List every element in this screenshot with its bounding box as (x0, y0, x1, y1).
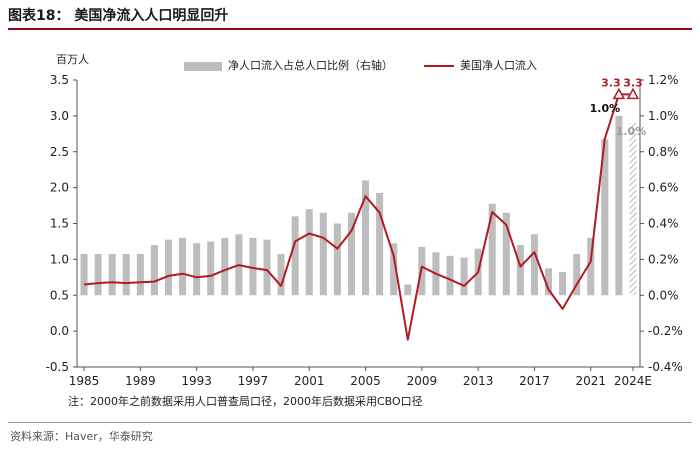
left-tick-label: 0.5 (50, 288, 69, 302)
bar (94, 253, 102, 296)
peak-value-label: 3.3 (601, 76, 621, 89)
chart-note: 注：2000年之前数据采用人口普查局口径，2000年后数据采用CBO口径 (68, 395, 423, 408)
bar (150, 245, 158, 296)
right-tick-label: -0.2% (648, 324, 683, 338)
x-tick-label: 2009 (407, 374, 438, 388)
bar (305, 209, 313, 296)
share-value-label: 1.0% (590, 102, 621, 115)
x-tick-label: 1997 (238, 374, 269, 388)
left-tick-label: 1.5 (50, 217, 69, 231)
bar (446, 255, 454, 296)
right-tick-label: 1.2% (648, 73, 679, 87)
x-tick-label: 2021 (575, 374, 606, 388)
bar (559, 271, 567, 296)
legend-line-swatch (424, 65, 454, 67)
x-tick-label: 2024E (614, 374, 652, 388)
legend-bar-swatch (184, 61, 222, 71)
bar (502, 212, 510, 296)
bar (629, 123, 637, 296)
bar (164, 239, 173, 296)
x-tick-label: 2013 (463, 374, 494, 388)
peak-triangle-marker (626, 87, 640, 100)
x-tick-label: 1985 (69, 374, 100, 388)
bar (179, 237, 187, 296)
annotations: 3.3 3.31.0%1.0% (590, 76, 647, 138)
bar (460, 257, 468, 296)
legend-bar-label: 净人口流入占总人口比例（右轴） (228, 59, 393, 72)
bar (601, 139, 609, 296)
right-tick-label: 0.4% (648, 217, 679, 231)
x-tick-label: 1993 (181, 374, 212, 388)
bar (277, 253, 285, 296)
right-tick-label: 0.6% (648, 181, 679, 195)
net-immigration-line (83, 93, 633, 341)
left-tick-label: 1.0 (50, 252, 69, 266)
bar (291, 216, 299, 296)
x-tick-label: 2017 (519, 374, 550, 388)
chart-title: 图表18： 美国净流入人口明显回升 (8, 8, 229, 24)
left-tick-label: 2.5 (50, 145, 69, 159)
x-tick-label: 2001 (294, 374, 325, 388)
bar (319, 212, 327, 296)
bar (615, 115, 623, 296)
legend-bar: 净人口流入占总人口比例（右轴） (184, 57, 393, 73)
right-tick-label: 0.2% (648, 252, 679, 266)
right-tick-label: 1.0% (648, 109, 679, 123)
bar (249, 237, 257, 296)
peak-triangle-marker (612, 87, 626, 100)
left-tick-label: 3.5 (50, 73, 69, 87)
right-tick-label: 0.0% (648, 288, 679, 302)
legend-line: 美国净人口流入 (424, 57, 537, 73)
title-divider (8, 28, 692, 30)
bar (376, 193, 384, 296)
bar (263, 239, 271, 296)
bar (573, 253, 581, 296)
share-value-label: 1.0% (616, 125, 647, 138)
source-text: 资料来源：Haver，华泰研究 (10, 430, 153, 443)
bar (80, 253, 88, 296)
bar (347, 212, 355, 296)
bar (390, 243, 398, 296)
bar (544, 268, 553, 296)
footer-divider (8, 422, 692, 423)
left-tick-label: 0.0 (50, 324, 69, 338)
bar (530, 234, 538, 296)
bar (207, 241, 215, 296)
x-tick-label: 2005 (350, 374, 381, 388)
bar (488, 203, 496, 296)
bar-series (80, 115, 637, 296)
right-tick-label: 0.8% (648, 145, 679, 159)
left-tick-label: 2.0 (50, 181, 69, 195)
peak-value-label: 3.3 (623, 76, 643, 89)
left-axis-unit: 百万人 (56, 53, 89, 66)
bar (404, 284, 412, 296)
bar (122, 253, 130, 296)
x-tick-label: 1989 (125, 374, 156, 388)
bar (587, 237, 595, 296)
bar (193, 243, 201, 296)
axes: 3.53.02.52.01.51.00.50.0-0.51.2%1.0%0.8%… (46, 73, 683, 388)
left-tick-label: 3.0 (50, 109, 69, 123)
bar (221, 237, 229, 296)
right-tick-label: -0.4% (648, 360, 683, 374)
bar (362, 180, 370, 296)
left-tick-label: -0.5 (46, 360, 69, 374)
bar (333, 223, 341, 296)
line-series (83, 93, 633, 341)
bar (516, 245, 524, 296)
legend-line-label: 美国净人口流入 (460, 59, 537, 72)
bar (136, 253, 144, 296)
bar (108, 253, 116, 296)
